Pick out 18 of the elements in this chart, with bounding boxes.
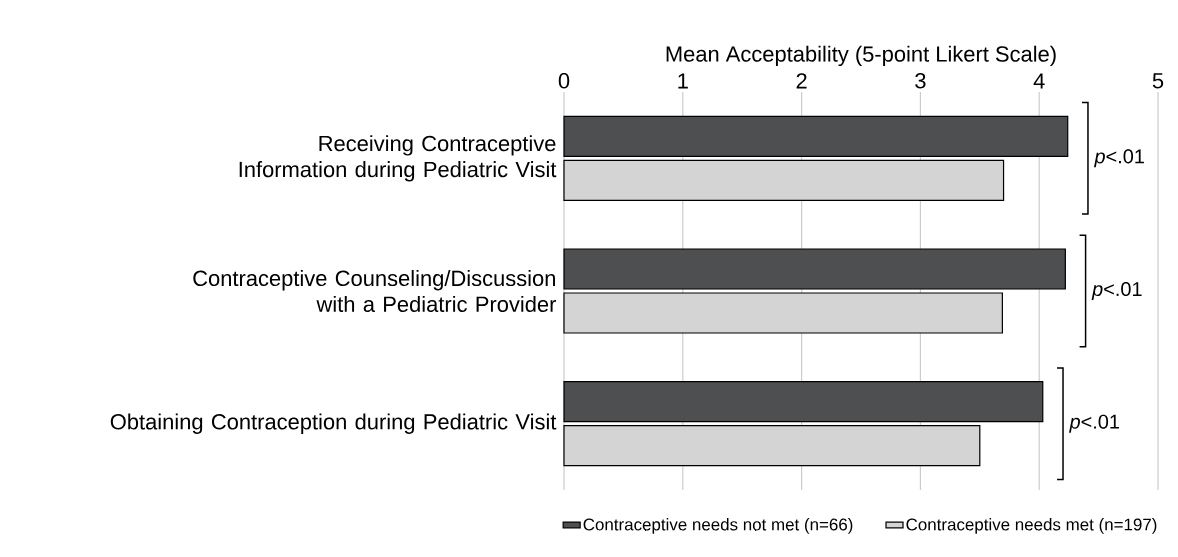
y-tick-label: Contraceptive Counseling/Discussion with a Pediatric Provider: [193, 270, 557, 313]
bar: [563, 381, 1044, 423]
y-tick-label: Obtaining Contraception during Pediatric Visit: [110, 413, 557, 434]
legend-label: Contraceptive needs not met (n=66): [583, 518, 853, 534]
x-tick-label: 1: [678, 73, 688, 89]
bar: [563, 248, 1066, 290]
bar: [563, 115, 1069, 157]
annotation: p<.01: [1093, 149, 1144, 168]
annotation: p<.01: [1069, 414, 1119, 433]
annotation: p<.01: [1091, 281, 1142, 301]
x-tick-label: 0: [558, 72, 570, 89]
x-tick-label: 2: [796, 73, 807, 89]
x-tick-label: 3: [915, 72, 926, 89]
x-axis-title: Mean Acceptability (5-point Likert Scale): [666, 45, 1056, 67]
y-tick-label: Receiving Contraceptive Information during Pediatric Visit: [239, 135, 557, 182]
legend-label: Contraceptive needs met (n=197): [906, 518, 1157, 534]
x-tick-label: 4: [1033, 73, 1045, 89]
x-tick-label: 5: [1152, 73, 1164, 89]
